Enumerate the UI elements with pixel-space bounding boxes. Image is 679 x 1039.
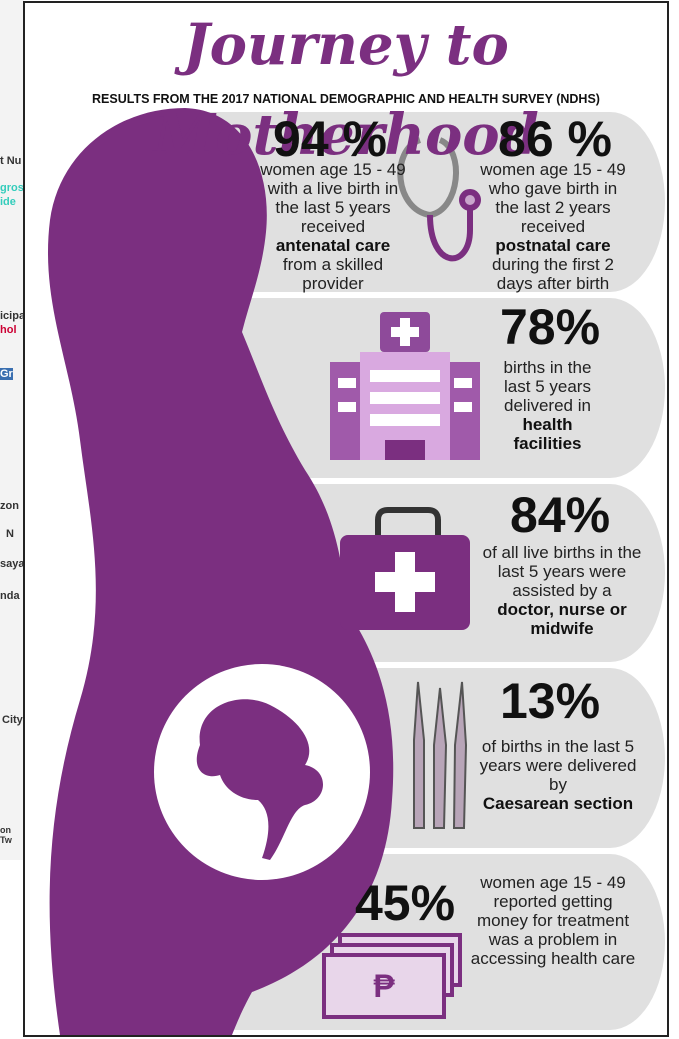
- fragment: Gr: [0, 368, 13, 380]
- fetus: [196, 699, 324, 860]
- fragment: gros: [0, 182, 24, 194]
- stat-highlight: antenatal care: [275, 236, 391, 255]
- title: Journey to Motherhood: [153, 12, 539, 168]
- stat-value: 84%: [509, 487, 611, 543]
- stat-value: 86 %: [498, 111, 612, 167]
- fragment: City: [2, 714, 23, 726]
- fragment: zon: [0, 500, 19, 512]
- fragment: hol: [0, 324, 17, 336]
- stat-description: births in the last 5 years delivered in: [503, 358, 592, 415]
- svg-text:₱: ₱: [373, 968, 395, 1004]
- money-icon: ₱: [322, 933, 462, 1019]
- stat-highlight: Caesarean section: [482, 794, 634, 813]
- fragment: nda: [0, 590, 20, 602]
- stat-description: women age 15 - 49 with a live birth in t…: [260, 160, 406, 236]
- stat-text: women age 15 - 49 reported getting money…: [468, 873, 638, 968]
- background-page: t Nu gros ide icipa hol Gr zon N saya nd…: [0, 0, 26, 860]
- fragment: icipa: [0, 310, 26, 322]
- fragment: t Nu: [0, 155, 22, 167]
- stat-text: women age 15 - 49 with a live birth in t…: [258, 160, 408, 293]
- stat-value: 94 %: [273, 111, 387, 167]
- stat-description: of births in the last 5 years were deliv…: [479, 737, 637, 794]
- fragment: N: [6, 528, 14, 540]
- stat-description: women age 15 - 49 who gave birth in the …: [480, 160, 626, 236]
- stat-text: of births in the last 5 years were deliv…: [478, 737, 638, 813]
- stat-text: births in the last 5 years delivered in h…: [490, 358, 605, 453]
- stat-value: 78%: [499, 299, 601, 355]
- stat-highlight: health facilities: [513, 415, 582, 453]
- medkit-icon: [340, 507, 470, 630]
- stat-description: from a skilled provider: [282, 255, 384, 293]
- stat-description: of all live births in the last 5 years w…: [482, 543, 642, 600]
- stat-description: during the first 2 days after birth: [492, 255, 614, 293]
- stat-highlight: doctor, nurse or midwife: [497, 600, 627, 638]
- fragment: saya: [0, 558, 25, 570]
- fragment: ide: [0, 196, 16, 208]
- subtitle: RESULTS FROM THE 2017 NATIONAL DEMOGRAPH…: [92, 92, 600, 106]
- fragment: on Tw: [0, 825, 12, 845]
- stat-highlight: postnatal care: [495, 236, 611, 255]
- stethoscope-icon: [397, 137, 481, 262]
- stat-description: women age 15 - 49 reported getting money…: [470, 873, 636, 968]
- scalpels-icon: [413, 681, 468, 829]
- stat-text: of all live births in the last 5 years w…: [472, 543, 652, 638]
- hospital-icon: [330, 312, 480, 460]
- stat-text: women age 15 - 49 who gave birth in the …: [478, 160, 628, 293]
- stat-value: 13%: [499, 673, 601, 729]
- stat-value: 45%: [354, 875, 456, 931]
